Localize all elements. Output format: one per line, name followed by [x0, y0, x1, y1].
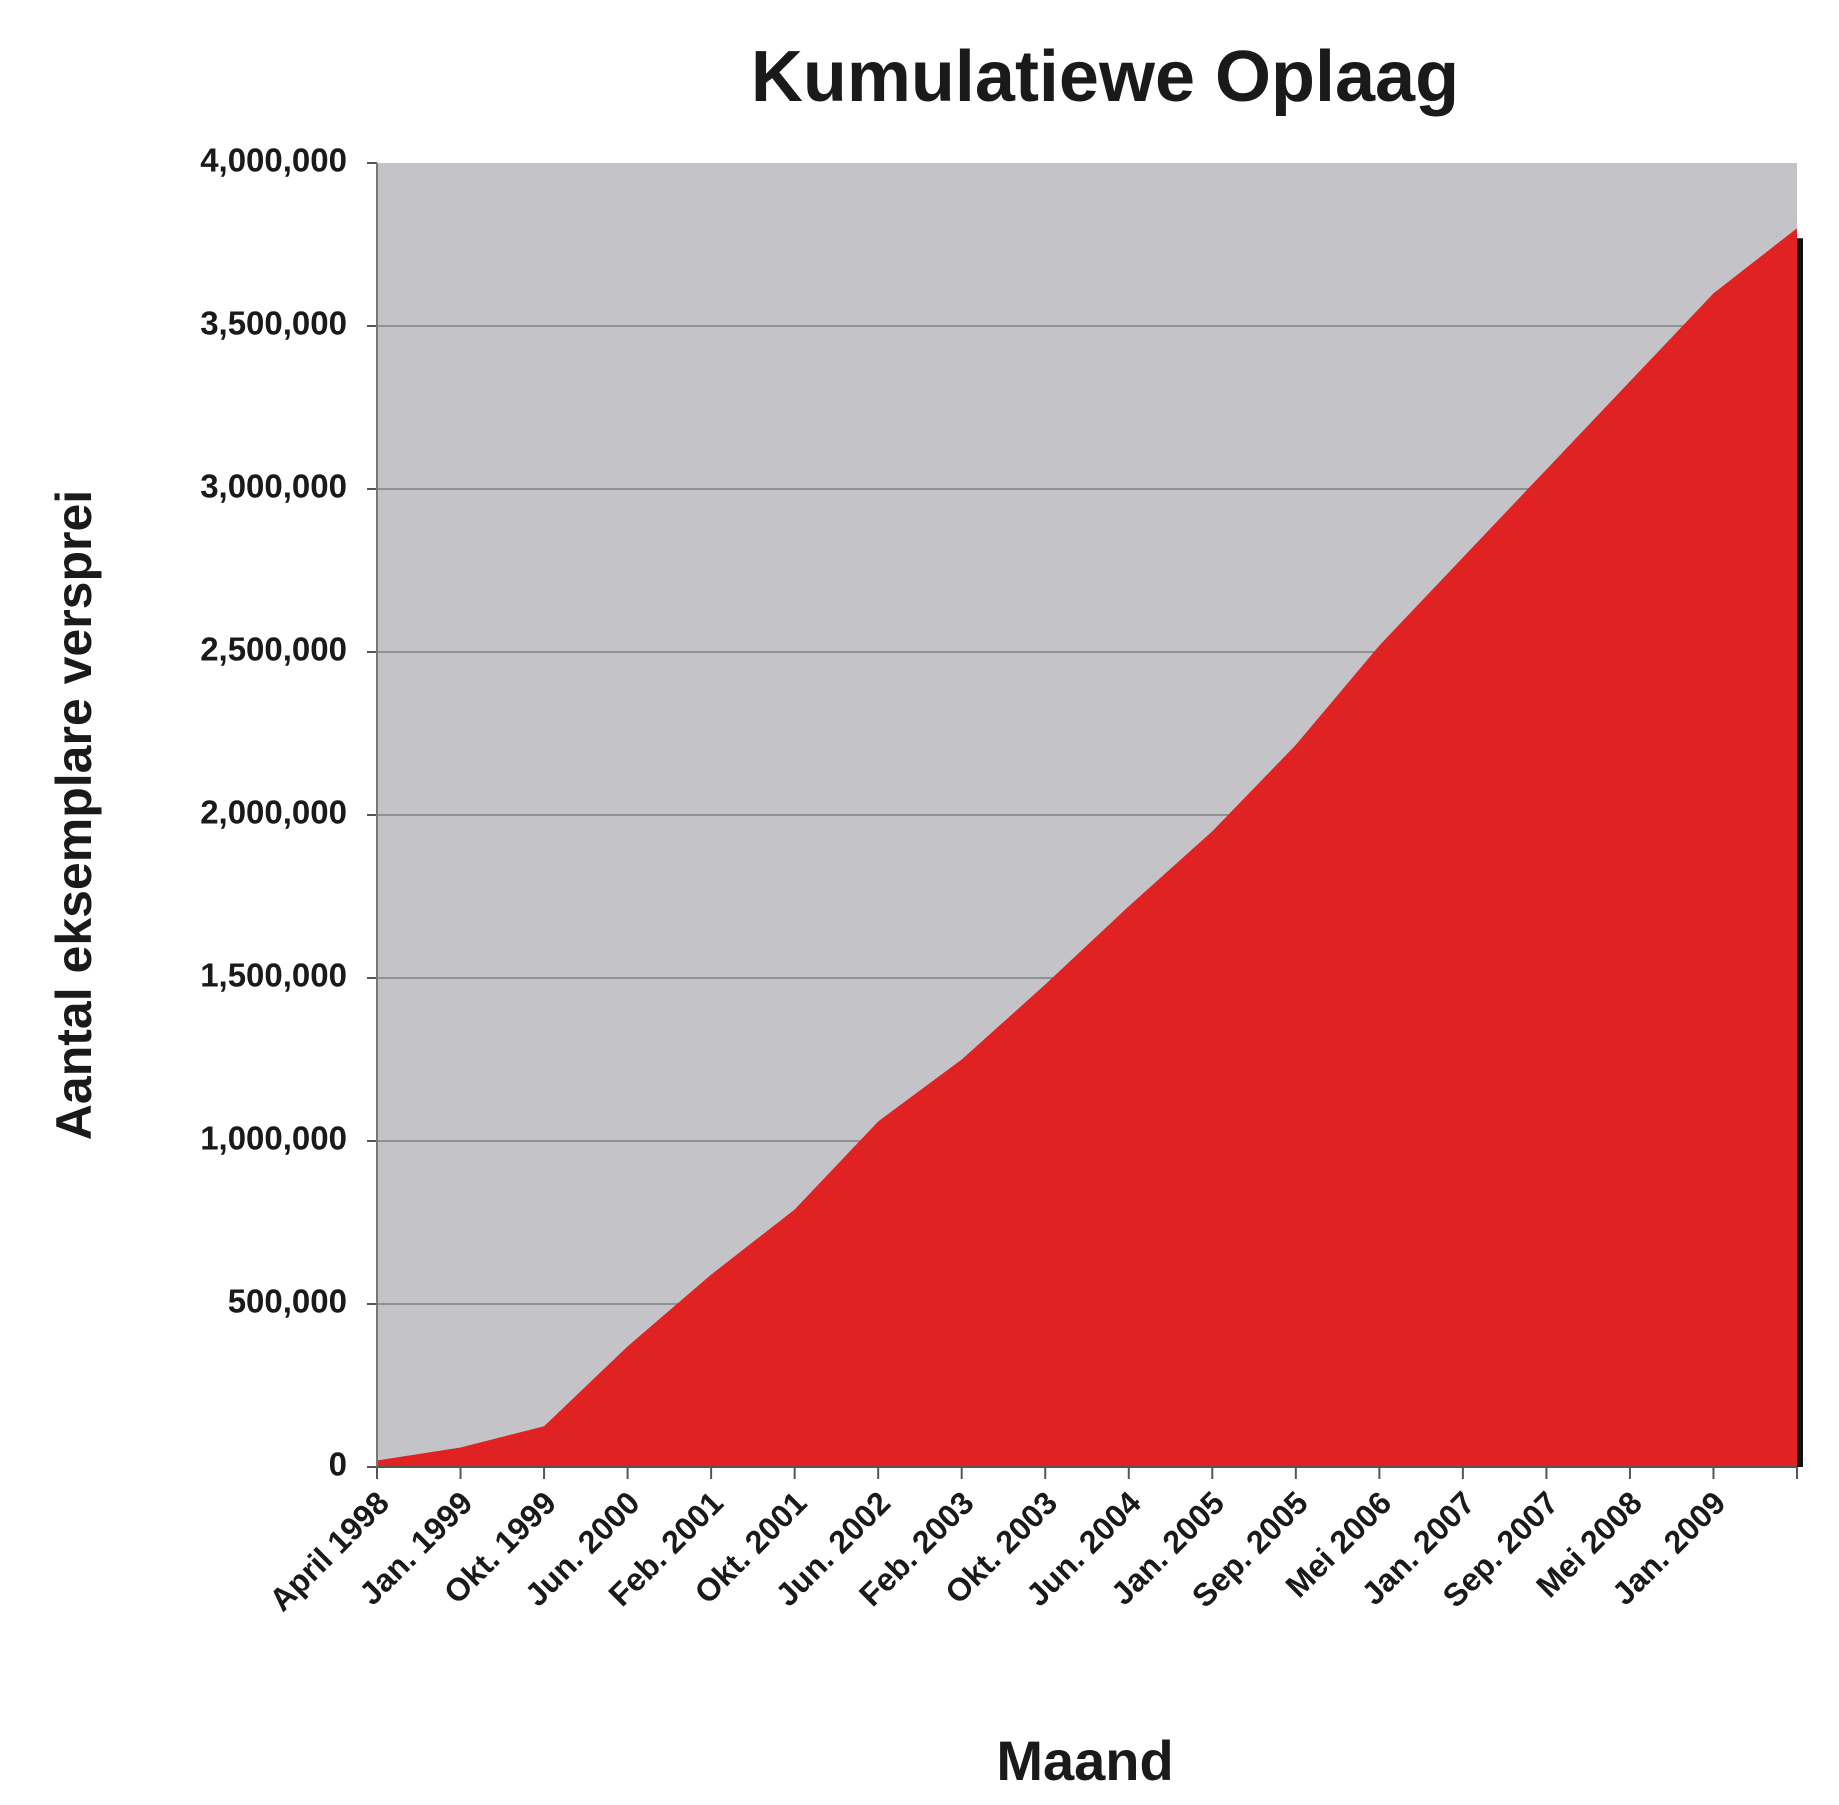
y-tick-label: 3,500,000	[200, 305, 347, 342]
y-tick-label: 2,500,000	[200, 631, 347, 668]
y-tick-label: 3,000,000	[200, 468, 347, 505]
y-tick-label: 2,000,000	[200, 794, 347, 831]
chart-title: Kumulatiewe Oplaag	[751, 37, 1459, 117]
y-tick-label: 0	[329, 1446, 347, 1483]
y-tick-label: 500,000	[228, 1283, 347, 1320]
y-axis-title: Aantal eksemplare versprei	[46, 490, 102, 1140]
y-tick-label: 4,000,000	[200, 142, 347, 179]
area	[377, 228, 1797, 1468]
y-tick-label: 1,500,000	[200, 957, 347, 994]
x-axis-title: Maand	[996, 1729, 1173, 1792]
y-tick-label: 1,000,000	[200, 1120, 347, 1157]
